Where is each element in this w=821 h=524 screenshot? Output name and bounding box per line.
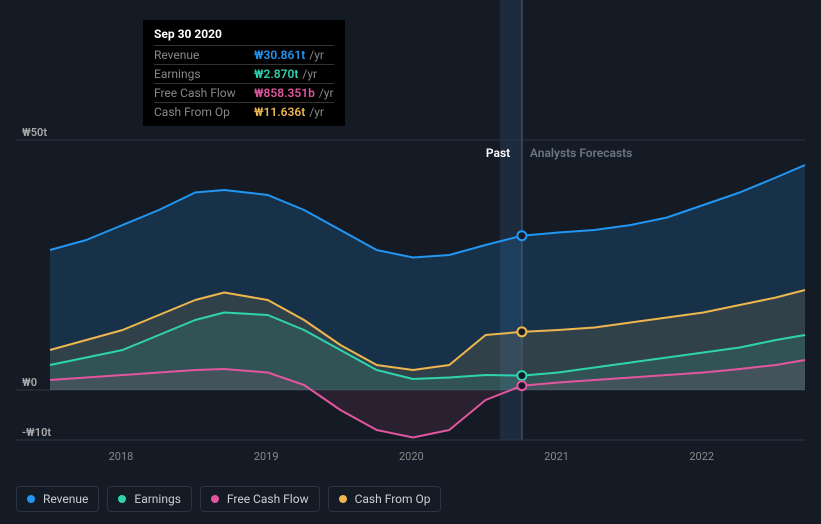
- tooltip-row-label: Cash From Op: [154, 105, 254, 119]
- x-axis-label: 2022: [689, 450, 714, 463]
- tooltip-row-value: ₩30.861t: [254, 48, 305, 62]
- chart-legend: Revenue Earnings Free Cash Flow Cash From O…: [16, 486, 441, 512]
- legend-item-label: Cash From Op: [355, 492, 431, 506]
- tooltip-row-value: ₩11.636t: [254, 105, 305, 119]
- forecast-section-label: Analysts Forecasts: [530, 146, 632, 160]
- x-axis-label: 2020: [399, 450, 424, 463]
- tooltip-row: Revenue₩30.861t/yr: [154, 45, 334, 64]
- legend-item-label: Free Cash Flow: [227, 492, 309, 506]
- legend-dot-icon: [211, 495, 219, 503]
- tooltip-date: Sep 30 2020: [154, 27, 334, 45]
- chart-tooltip: Sep 30 2020 Revenue₩30.861t/yrEarnings₩2…: [143, 20, 345, 126]
- tooltip-row-unit: /yr: [302, 67, 317, 81]
- tooltip-row: Cash From Op₩11.636t/yr: [154, 102, 334, 121]
- x-axis-label: 2021: [544, 450, 569, 463]
- tooltip-row-value: ₩858.351b: [254, 86, 315, 100]
- legend-item-label: Earnings: [134, 492, 181, 506]
- chart-svg[interactable]: [0, 0, 821, 524]
- tooltip-row: Free Cash Flow₩858.351b/yr: [154, 83, 334, 102]
- financial-chart: ₩50t ₩0 -₩10t 2018 2019 2020 2021 2022 Past An…: [0, 0, 821, 524]
- x-axis-label: 2019: [254, 450, 279, 463]
- past-section-label: Past: [486, 146, 510, 160]
- legend-item-free-cash-flow[interactable]: Free Cash Flow: [200, 486, 320, 512]
- legend-dot-icon: [339, 495, 347, 503]
- legend-item-revenue[interactable]: Revenue: [16, 486, 99, 512]
- tooltip-row-unit: /yr: [309, 48, 324, 62]
- legend-item-label: Revenue: [43, 492, 88, 506]
- tooltip-row-unit: /yr: [319, 86, 334, 100]
- tooltip-row: Earnings₩2.870t/yr: [154, 64, 334, 83]
- y-axis-label: -₩10t: [22, 426, 51, 439]
- legend-dot-icon: [27, 495, 35, 503]
- tooltip-row-label: Earnings: [154, 67, 254, 81]
- tooltip-row-unit: /yr: [309, 105, 324, 119]
- legend-dot-icon: [118, 495, 126, 503]
- tooltip-row-label: Free Cash Flow: [154, 86, 254, 100]
- y-axis-label: ₩50t: [22, 126, 47, 139]
- legend-item-earnings[interactable]: Earnings: [107, 486, 192, 512]
- y-axis-label: ₩0: [22, 376, 37, 389]
- tooltip-row-label: Revenue: [154, 48, 254, 62]
- legend-item-cash-from-op[interactable]: Cash From Op: [328, 486, 442, 512]
- tooltip-row-value: ₩2.870t: [254, 67, 298, 81]
- x-axis-label: 2018: [109, 450, 134, 463]
